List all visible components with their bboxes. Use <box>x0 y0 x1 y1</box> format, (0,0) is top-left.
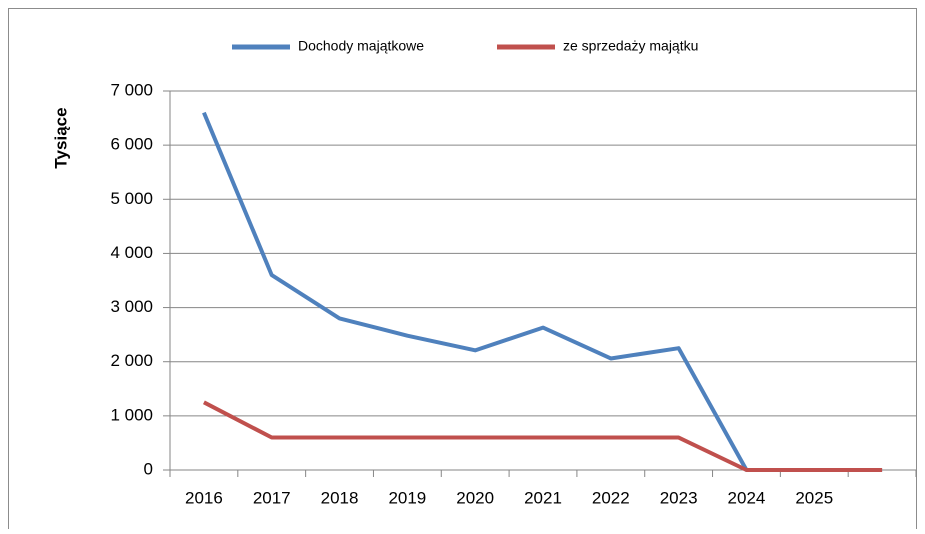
y-tick-label: 3 000 <box>110 297 153 316</box>
x-tick-label: 2025 <box>795 488 833 507</box>
y-tick-label: 2 000 <box>110 351 153 370</box>
legend-label: Dochody majątkowe <box>298 38 424 54</box>
y-tick-label: 5 000 <box>110 189 153 208</box>
x-tick-label: 2023 <box>660 488 698 507</box>
y-tick-label: 6 000 <box>110 135 153 154</box>
x-tick-label: 2020 <box>456 488 494 507</box>
x-tick-label: 2019 <box>388 488 426 507</box>
x-tick-label: 2017 <box>253 488 291 507</box>
legend-label: ze sprzedaży majątku <box>563 38 698 54</box>
data-line <box>202 400 883 472</box>
x-tick-label: 2018 <box>321 488 359 507</box>
y-tick-label: 0 <box>144 459 153 478</box>
x-tick-label: 2016 <box>185 488 223 507</box>
y-axis-label: Tysiące <box>51 107 70 168</box>
chart-frame <box>8 8 917 534</box>
x-tick-label: 2024 <box>728 488 766 507</box>
x-tick-label: 2021 <box>524 488 562 507</box>
y-tick-label: 1 000 <box>110 405 153 424</box>
y-tick-label: 7 000 <box>110 80 153 99</box>
y-tick-label: 4 000 <box>110 243 153 262</box>
x-tick-label: 2022 <box>592 488 630 507</box>
